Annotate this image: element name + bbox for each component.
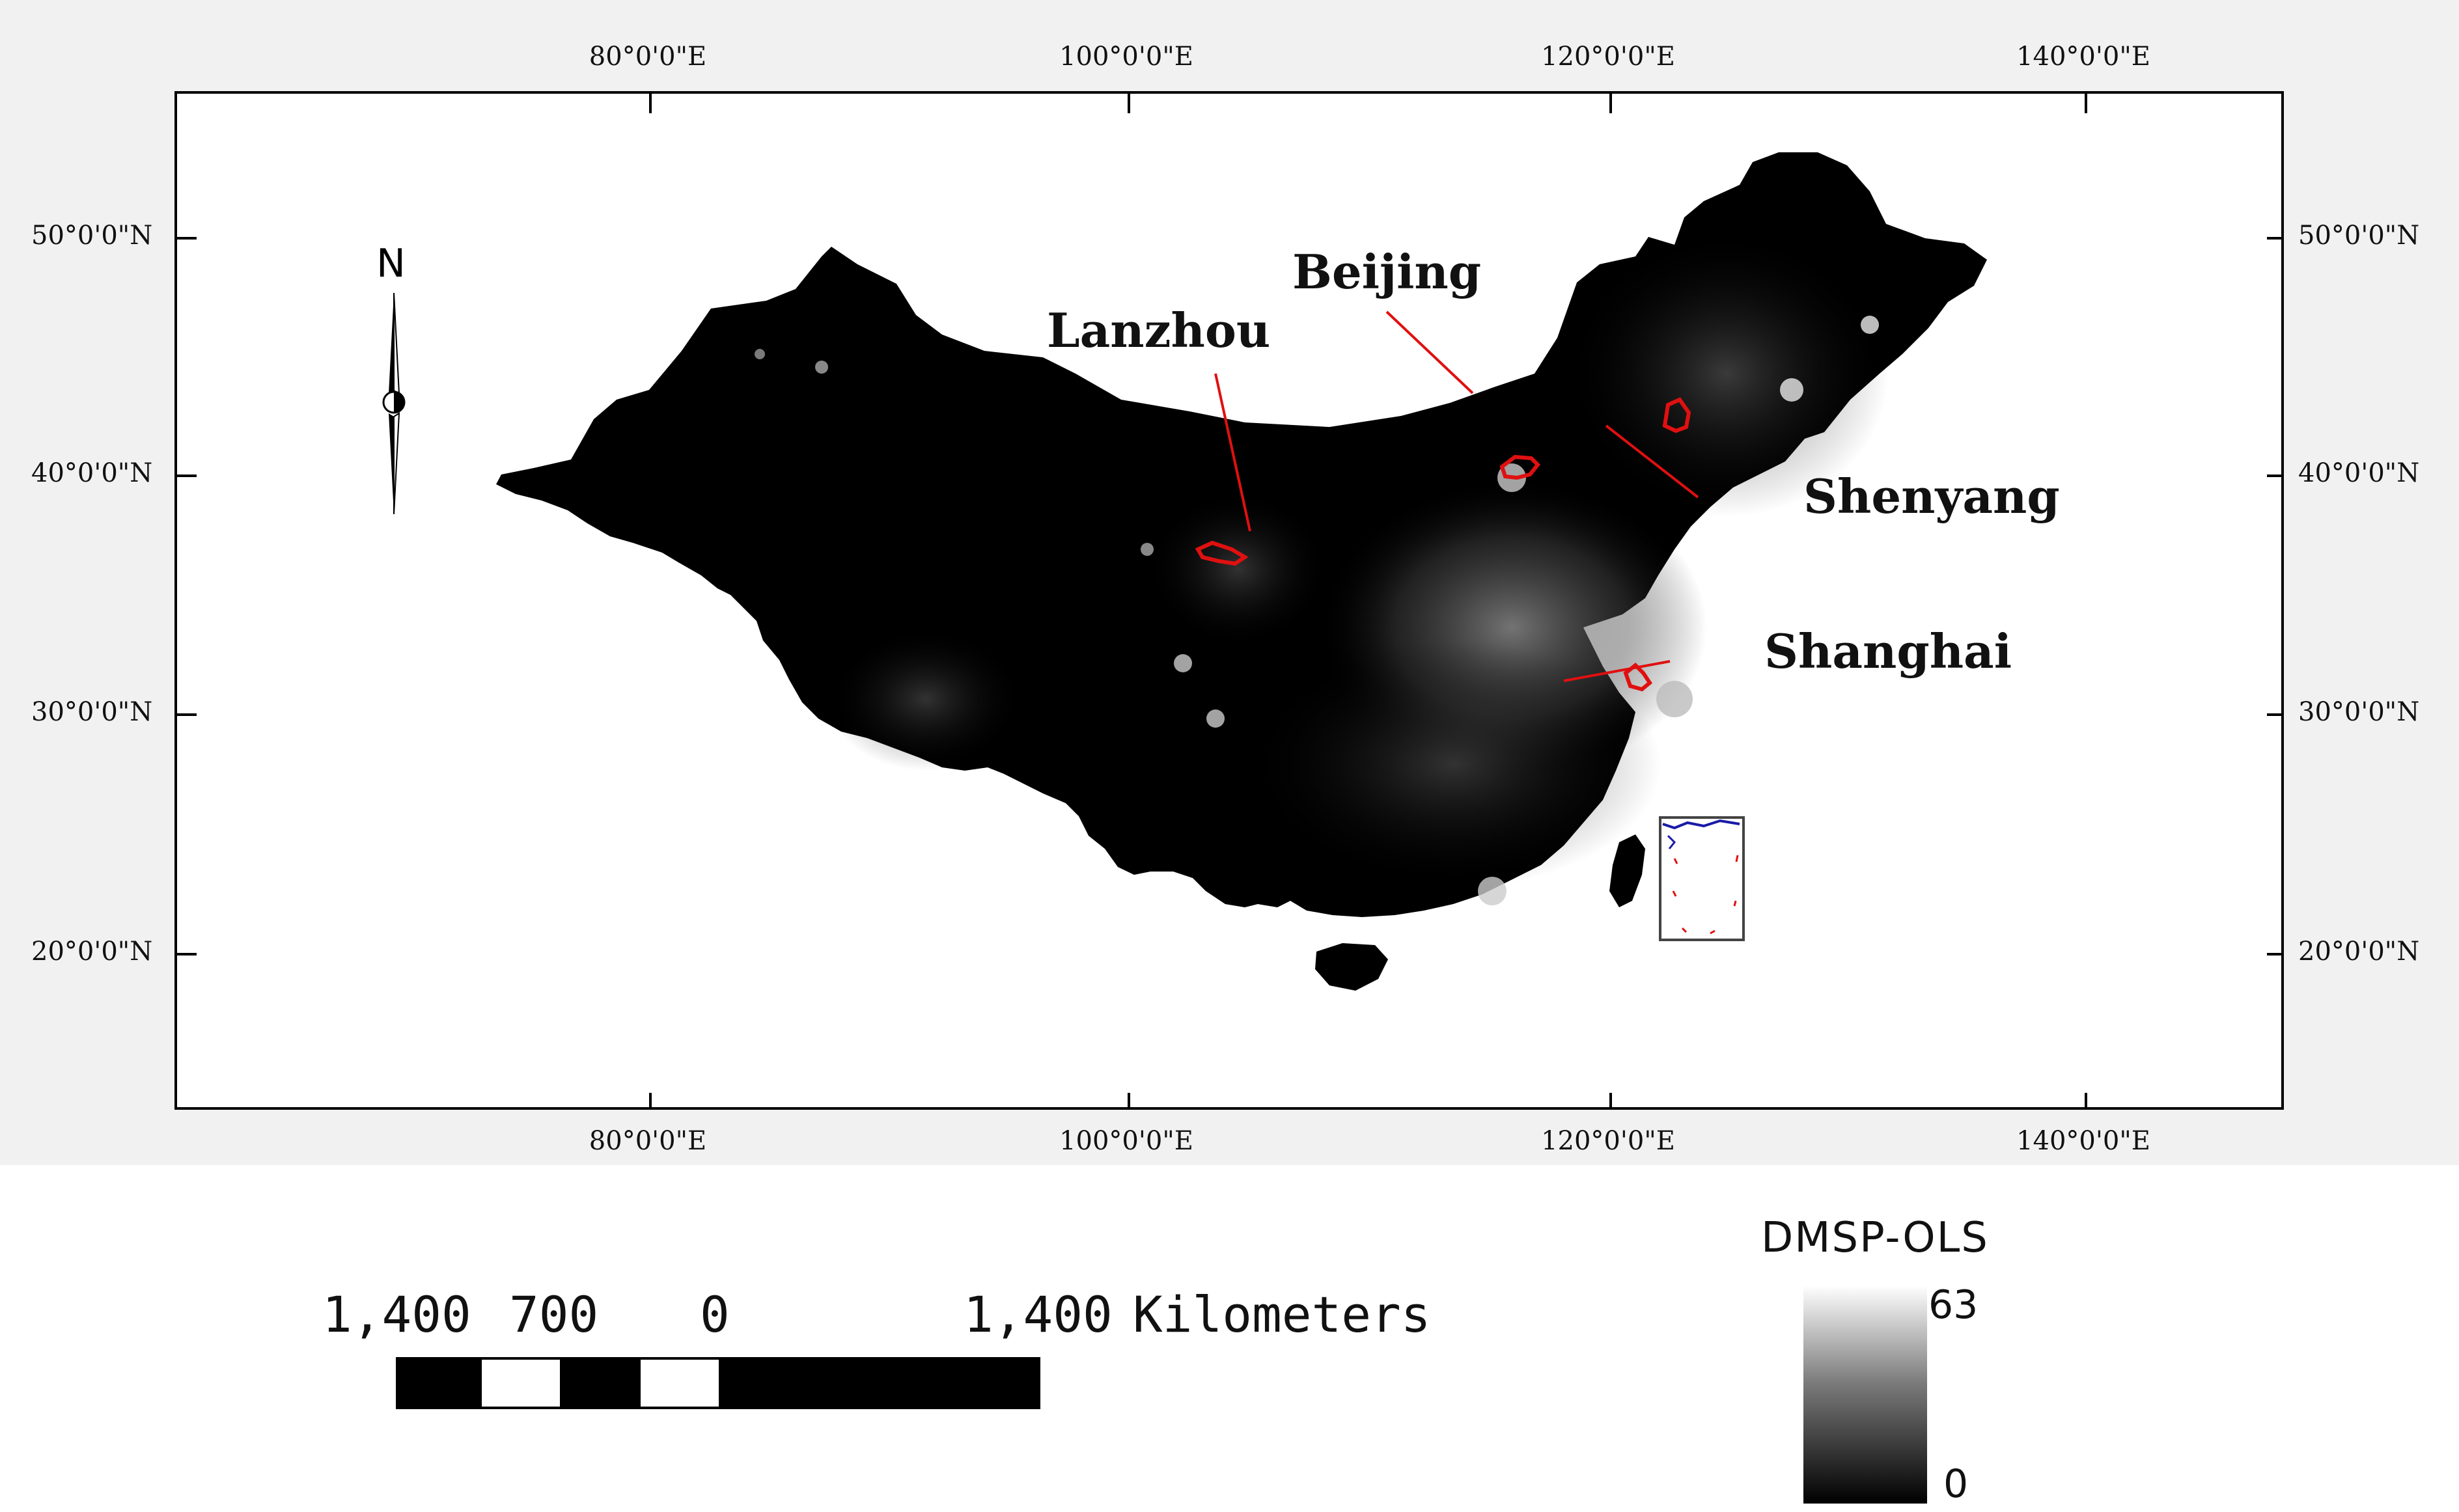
lon-label-bottom: 100°0'0"E xyxy=(1059,1126,1193,1156)
scalebar-segment xyxy=(641,1360,719,1407)
lanzhou-outline xyxy=(1195,540,1249,566)
scalebar-unit: Kilometers xyxy=(1133,1285,1431,1343)
lat-label-right: 30°0'0"N xyxy=(2298,697,2420,727)
scalebar-label: 700 xyxy=(509,1285,599,1343)
legend-color-ramp xyxy=(1803,1285,1927,1504)
lat-label-left: 40°0'0"N xyxy=(31,458,153,488)
shanghai-outline xyxy=(1623,662,1652,692)
scalebar-label: 1,400 xyxy=(964,1285,1113,1343)
legend-title: DMSP-OLS xyxy=(1761,1214,1989,1262)
map-panel: 80°0'0"E 100°0'0"E 120°0'0"E 140°0'0"E 8… xyxy=(0,0,2459,1165)
china-nightlight-map xyxy=(177,94,2281,1107)
night-lights xyxy=(755,230,1889,905)
north-arrow-icon xyxy=(382,293,406,515)
city-leader-lines xyxy=(1214,310,1699,682)
lon-label-top: 120°0'0"E xyxy=(1541,42,1675,72)
scalebar-segment xyxy=(482,1360,560,1407)
lon-label-top: 100°0'0"E xyxy=(1059,42,1193,72)
scalebar-label: 1,400 xyxy=(322,1285,471,1343)
scalebar xyxy=(396,1357,1040,1409)
lon-label-bottom: 140°0'0"E xyxy=(2016,1126,2150,1156)
graticule-ticks xyxy=(177,94,2281,1107)
lon-label-bottom: 120°0'0"E xyxy=(1541,1126,1675,1156)
city-label-beijing: Beijing xyxy=(1292,244,1482,299)
hainan-island xyxy=(1315,943,1388,991)
beijing-outline xyxy=(1499,454,1541,480)
city-label-shenyang: Shenyang xyxy=(1803,469,2060,524)
map-frame xyxy=(174,91,2284,1110)
lon-label-top: 140°0'0"E xyxy=(2016,42,2150,72)
legend-min: 0 xyxy=(1943,1461,1969,1507)
city-label-shanghai: Shanghai xyxy=(1764,624,2012,679)
lon-label-bottom: 80°0'0"E xyxy=(589,1126,707,1156)
city-outlines xyxy=(1195,397,1691,692)
city-label-lanzhou: Lanzhou xyxy=(1047,303,1271,358)
scalebar-label: 0 xyxy=(700,1285,730,1343)
shenyang-outline xyxy=(1662,397,1691,433)
lat-label-left: 20°0'0"N xyxy=(31,937,153,967)
south-china-sea-inset xyxy=(1659,816,1745,941)
north-arrow-label: N xyxy=(376,241,406,286)
taiwan-island xyxy=(1609,834,1645,907)
lat-label-left: 30°0'0"N xyxy=(31,697,153,727)
lat-label-right: 40°0'0"N xyxy=(2298,458,2420,488)
lat-label-right: 20°0'0"N xyxy=(2298,937,2420,967)
lat-label-left: 50°0'0"N xyxy=(31,221,153,251)
lat-label-right: 50°0'0"N xyxy=(2298,221,2420,251)
lon-label-top: 80°0'0"E xyxy=(589,42,707,72)
legend-max: 63 xyxy=(1928,1282,1979,1328)
